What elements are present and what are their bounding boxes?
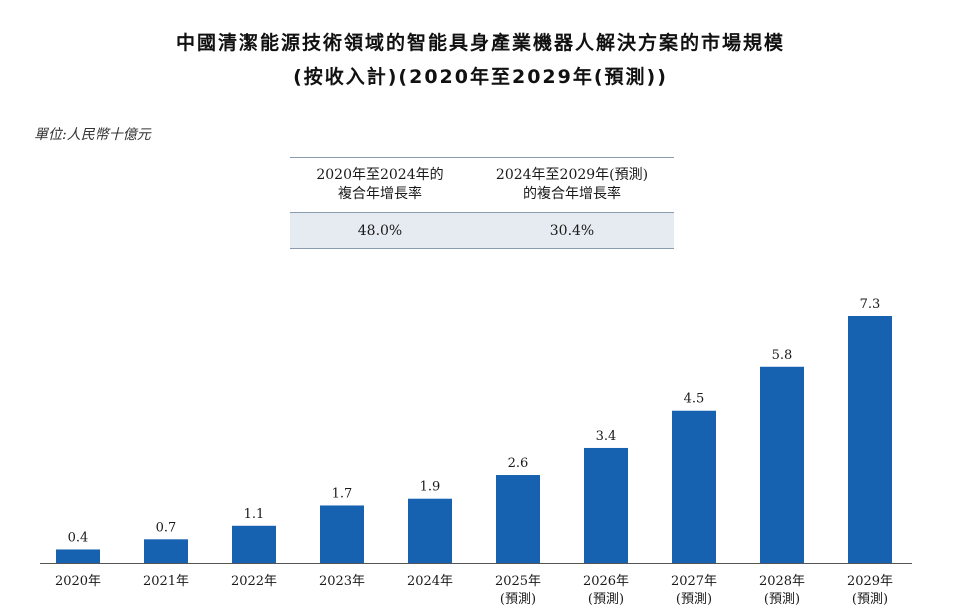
cagr-header-2024-2029-line2: 的複合年增長率 xyxy=(523,186,621,202)
bar-2022年 xyxy=(232,525,276,563)
bar-value-label: 0.7 xyxy=(156,520,177,535)
bar-value-label: 5.8 xyxy=(772,348,793,363)
cagr-header-row: 2020年至2024年的 複合年增長率 2024年至2029年(預測) 的複合年… xyxy=(290,157,674,213)
bar-value-label: 1.9 xyxy=(420,480,441,495)
bar-2021年 xyxy=(144,539,188,563)
x-tick-label: 2024年 xyxy=(407,574,453,589)
x-tick-label: 2029年 xyxy=(847,574,893,589)
x-tick-sublabel: (預測) xyxy=(764,592,800,607)
bar-value-label: 2.6 xyxy=(508,456,529,471)
bar-2027年 xyxy=(672,410,716,563)
cagr-value-row: 48.0% 30.4% xyxy=(290,212,674,249)
bar-2024年 xyxy=(408,498,452,563)
x-tick-label: 2026年 xyxy=(583,574,629,589)
x-tick-label: 2021年 xyxy=(143,574,189,589)
cagr-header-2020-2024-line1: 2020年至2024年的 xyxy=(316,167,444,183)
bar-value-label: 1.1 xyxy=(244,507,265,522)
cagr-header-2020-2024-line2: 複合年增長率 xyxy=(338,186,422,202)
bar-value-label: 7.3 xyxy=(860,297,881,312)
chart-title-line2: (按收入計)(2020年至2029年(預測)) xyxy=(293,66,668,88)
cagr-table: 2020年至2024年的 複合年增長率 2024年至2029年(預測) 的複合年… xyxy=(290,157,674,249)
x-tick-label: 2028年 xyxy=(759,574,805,589)
cagr-header-2020-2024: 2020年至2024年的 複合年增長率 xyxy=(290,157,470,213)
cagr-header-2024-2029: 2024年至2029年(預測) 的複合年增長率 xyxy=(470,157,674,213)
x-tick-label: 2025年 xyxy=(495,574,541,589)
x-tick-label: 2022年 xyxy=(231,574,277,589)
bar-2025年 xyxy=(496,475,540,563)
unit-label: 單位:人民幣十億元 xyxy=(34,127,151,143)
bar-2028年 xyxy=(760,366,804,563)
x-tick-sublabel: (預測) xyxy=(500,592,536,607)
x-tick-sublabel: (預測) xyxy=(676,592,712,607)
bar-value-label: 3.4 xyxy=(596,429,617,444)
cagr-value-2020-2024: 48.0% xyxy=(290,212,470,249)
cagr-header-2024-2029-line1: 2024年至2029年(預測) xyxy=(495,167,649,183)
bar-2020年 xyxy=(56,549,100,563)
x-tick-sublabel: (預測) xyxy=(588,592,624,607)
bar-2029年 xyxy=(848,316,892,563)
bar-2023年 xyxy=(320,505,364,563)
bar-value-label: 4.5 xyxy=(684,392,705,407)
bar-2026年 xyxy=(584,447,628,563)
x-tick-sublabel: (預測) xyxy=(852,592,888,607)
bar-value-label: 1.7 xyxy=(332,486,353,501)
cagr-value-2024-2029: 30.4% xyxy=(470,212,674,249)
x-tick-label: 2027年 xyxy=(671,574,717,589)
x-tick-label: 2020年 xyxy=(55,574,101,589)
x-tick-label: 2023年 xyxy=(319,574,365,589)
bar-value-label: 0.4 xyxy=(68,530,89,545)
chart-title-line1: 中國清潔能源技術領域的智能具身產業機器人解決方案的市場規模 xyxy=(175,32,785,54)
